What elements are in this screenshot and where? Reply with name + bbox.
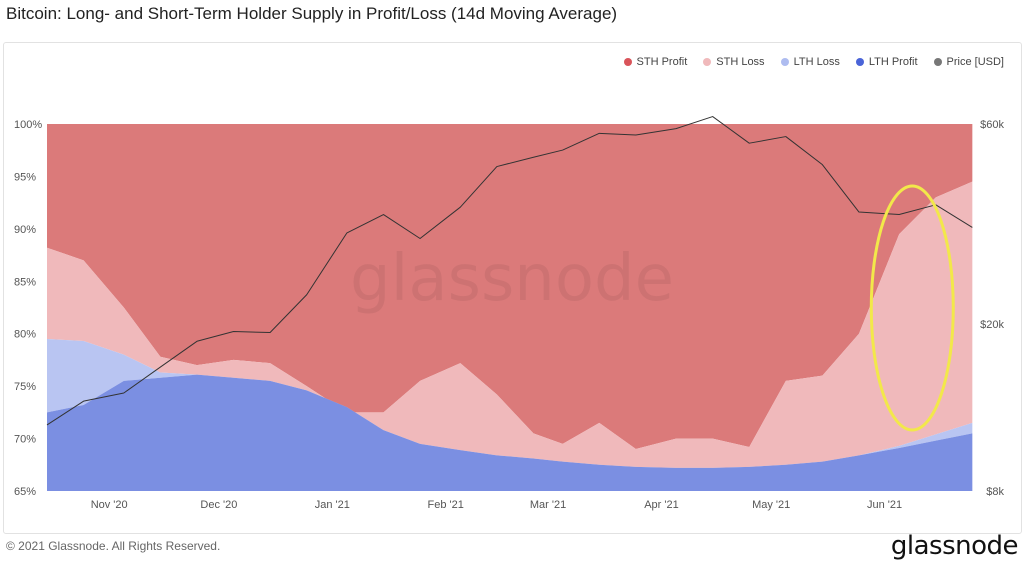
- area-lth-profit: [47, 374, 973, 491]
- x-tick-label: Mar '21: [530, 499, 566, 511]
- x-tick-label: May '21: [752, 499, 790, 511]
- x-tick-label: Jun '21: [867, 499, 902, 511]
- legend-item-sth-profit[interactable]: STH Profit: [623, 56, 688, 68]
- watermark: glassnode: [350, 242, 674, 316]
- y-left-tick-label: 75%: [14, 381, 36, 393]
- y-right-tick-label: $60k: [980, 119, 1004, 131]
- legend-item-lth-loss[interactable]: LTH Loss: [780, 56, 840, 68]
- y-left-tick-label: 65%: [14, 486, 36, 498]
- legend-swatch-price: [933, 58, 942, 66]
- x-tick-label: Nov '20: [91, 499, 128, 511]
- glassnode-logo[interactable]: glassnode: [890, 531, 1019, 561]
- legend-label: LTH Profit: [868, 56, 918, 68]
- legend-swatch-lth-loss: [780, 58, 789, 66]
- y-right-tick-label: $8k: [986, 486, 1004, 498]
- legend-label: Price [USD]: [946, 56, 1004, 68]
- legend-label: LTH Loss: [793, 56, 840, 68]
- y-left-tick-label: 70%: [14, 434, 36, 446]
- highlight-ellipse: [869, 184, 955, 432]
- y-left-tick-label: 95%: [14, 171, 36, 183]
- legend-item-lth-profit[interactable]: LTH Profit: [855, 56, 918, 68]
- chart-title: Bitcoin: Long- and Short-Term Holder Sup…: [6, 4, 618, 23]
- legend-label: STH Loss: [716, 56, 765, 68]
- x-tick-label: Dec '20: [200, 499, 237, 511]
- x-tick-label: Jan '21: [315, 499, 350, 511]
- y-left-tick-label: 100%: [14, 119, 42, 131]
- y-left-tick-label: 85%: [14, 276, 36, 288]
- area-sth-profit: [47, 124, 973, 450]
- copyright-text: © 2021 Glassnode. All Rights Reserved.: [6, 539, 221, 553]
- y-left-tick-label: 90%: [14, 224, 36, 236]
- y-left-tick-label: 80%: [14, 329, 36, 341]
- legend: STH Profit STH Loss LTH Loss LTH Profit …: [623, 56, 1004, 68]
- price-line: [46, 116, 973, 426]
- y-right-tick-label: $20k: [980, 319, 1004, 331]
- legend-swatch-sth-loss: [703, 58, 712, 66]
- legend-label: STH Profit: [636, 56, 688, 68]
- legend-item-sth-loss[interactable]: STH Loss: [703, 56, 765, 68]
- area-sth-loss: [47, 181, 973, 468]
- legend-item-price[interactable]: Price [USD]: [933, 56, 1004, 68]
- x-tick-label: Apr '21: [644, 499, 679, 511]
- x-tick-label: Feb '21: [427, 499, 463, 511]
- legend-swatch-lth-profit: [855, 58, 864, 66]
- legend-swatch-sth-profit: [623, 58, 632, 66]
